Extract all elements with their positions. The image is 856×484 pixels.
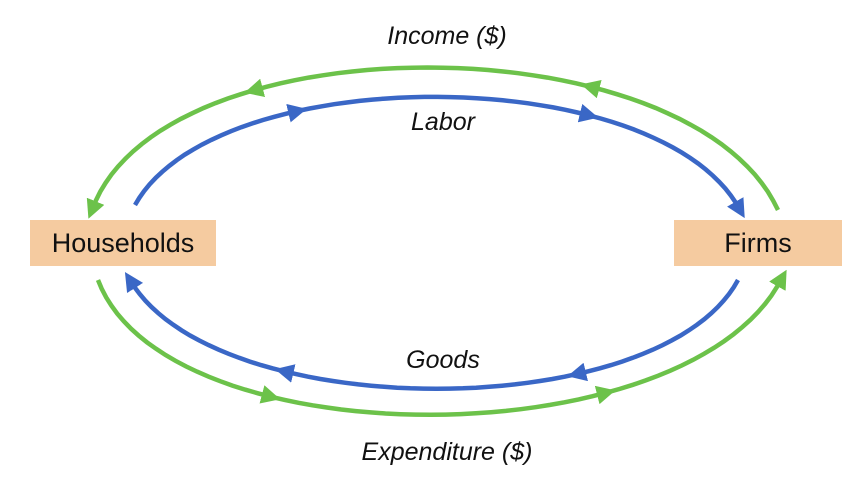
expenditure-flow-arrow <box>95 269 787 418</box>
firms-node: Firms <box>674 220 842 266</box>
labor-flow-arrow <box>133 94 745 219</box>
firms-label: Firms <box>724 227 792 258</box>
goods-label: Goods <box>406 346 480 374</box>
households-node: Households <box>30 220 216 266</box>
expenditure-label: Expenditure ($) <box>361 438 533 466</box>
income-label: Income ($) <box>387 22 507 50</box>
goods-flow-arrow <box>124 272 740 392</box>
income-flow-arrow <box>86 65 780 219</box>
households-label: Households <box>51 227 195 258</box>
labor-label: Labor <box>411 108 475 136</box>
